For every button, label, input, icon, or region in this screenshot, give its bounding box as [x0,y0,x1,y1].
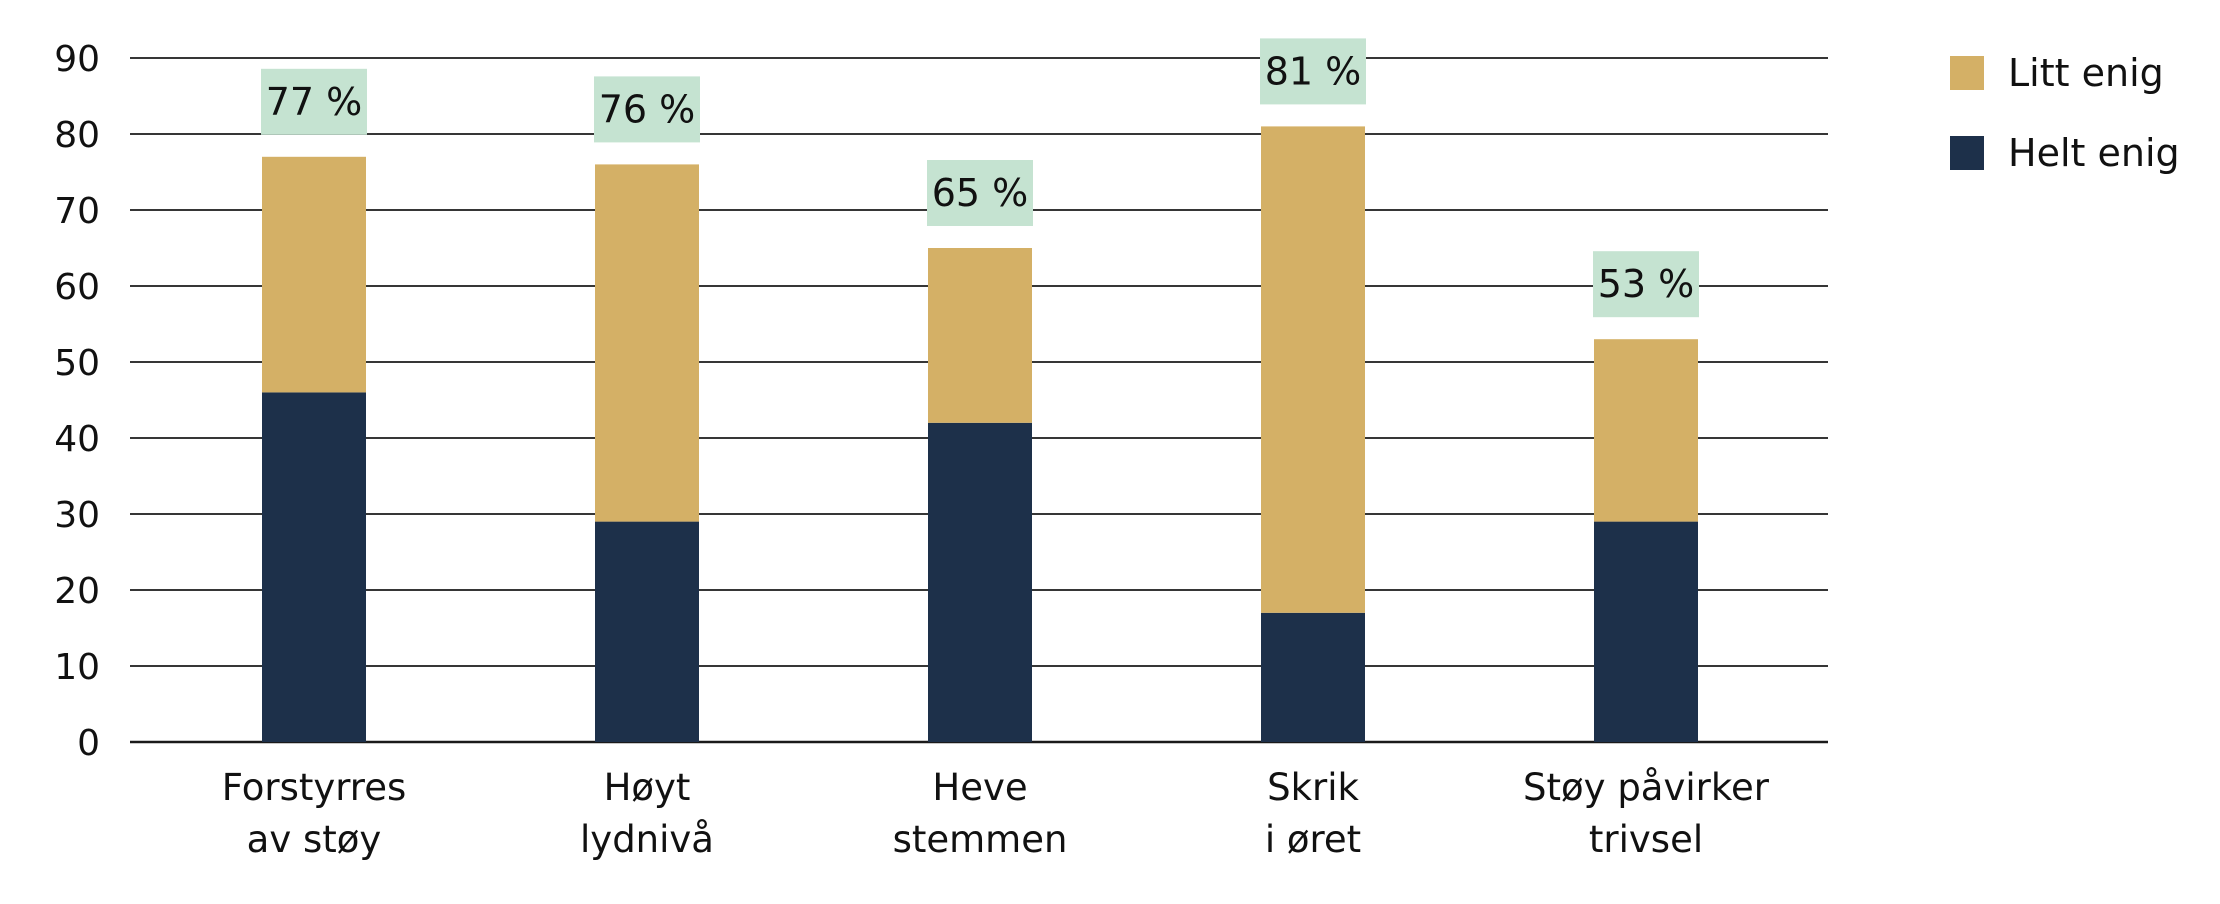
x-category-label-line: lydnivå [580,818,714,861]
total-label-box: 65 % [927,160,1033,226]
legend-label: Helt enig [2008,131,2180,175]
x-category-label-line: Skrik [1267,766,1359,809]
total-label: 65 % [932,171,1029,215]
total-label-box: 77 % [261,68,367,135]
legend-item: Litt enig [1950,51,2164,95]
x-category-label-line: av støy [247,818,382,861]
y-tick-label: 50 [54,343,100,384]
x-category-label-line: Støy påvirker [1523,766,1770,809]
total-label-background [927,160,1033,226]
y-tick-label: 10 [54,647,100,688]
legend-swatch [1950,56,1984,90]
total-label-background [261,68,367,135]
bar-segment-litt-enig [595,164,699,522]
x-category-label-line: Heve [932,766,1027,809]
legend-label: Litt enig [2008,51,2164,95]
x-category-label: Heve stemmen [893,766,1068,861]
legend-item: Helt enig [1950,131,2180,175]
bar-segment-litt-enig [262,156,366,393]
total-label: 81 % [1265,49,1362,93]
total-label-box: 81 % [1260,38,1366,105]
bar-segment-litt-enig [928,248,1032,423]
bar-segment-litt-enig [1261,126,1365,613]
x-category-label-line: Høyt [604,766,691,809]
total-label: 53 % [1598,262,1695,306]
x-category-label: Skrik i øret [1265,766,1361,861]
bar-segment-litt-enig [1594,339,1698,522]
x-category-label: Støy påvirker trivsel [1523,766,1770,861]
bar-segment-helt-enig [595,521,699,742]
total-label-background [594,76,700,143]
x-category-label: Høyt lydnivå [580,766,714,861]
legend: Litt enig Helt enig [1950,51,2180,175]
y-tick-label: 80 [54,115,100,156]
y-tick-label: 60 [54,267,100,308]
total-labels: 77 % 76 % 65 % 81 % 53 % [261,38,1699,318]
x-category-label-line: trivsel [1589,818,1703,861]
bar-segment-helt-enig [1261,612,1365,742]
y-tick-label: 30 [54,495,100,536]
y-tick-label: 0 [77,723,100,764]
bars [262,126,1698,742]
total-label: 77 % [266,80,363,124]
x-category-label-line: i øret [1265,818,1361,861]
total-label: 76 % [599,87,696,131]
y-tick-label: 70 [54,191,100,232]
bar-segment-helt-enig [262,392,366,742]
total-label-box: 76 % [594,76,700,143]
y-tick-label: 90 [54,39,100,80]
total-label-background [1593,251,1699,318]
x-category-label-line: stemmen [893,818,1068,861]
total-label-box: 53 % [1593,251,1699,318]
total-label-background [1260,38,1366,105]
y-tick-label: 40 [54,419,100,460]
bar-segment-helt-enig [928,422,1032,742]
x-category-label: Forstyrres av støy [222,766,407,861]
bar-segment-helt-enig [1594,521,1698,742]
y-tick-label: 20 [54,571,100,612]
x-axis-category-labels: Forstyrres av støy Høyt lydnivå Heve stemmen S… [222,766,1770,861]
x-category-label-line: Forstyrres [222,766,407,809]
y-axis-tick-labels: 0 10 20 30 40 50 60 70 80 90 [54,39,100,764]
legend-swatch [1950,136,1984,170]
